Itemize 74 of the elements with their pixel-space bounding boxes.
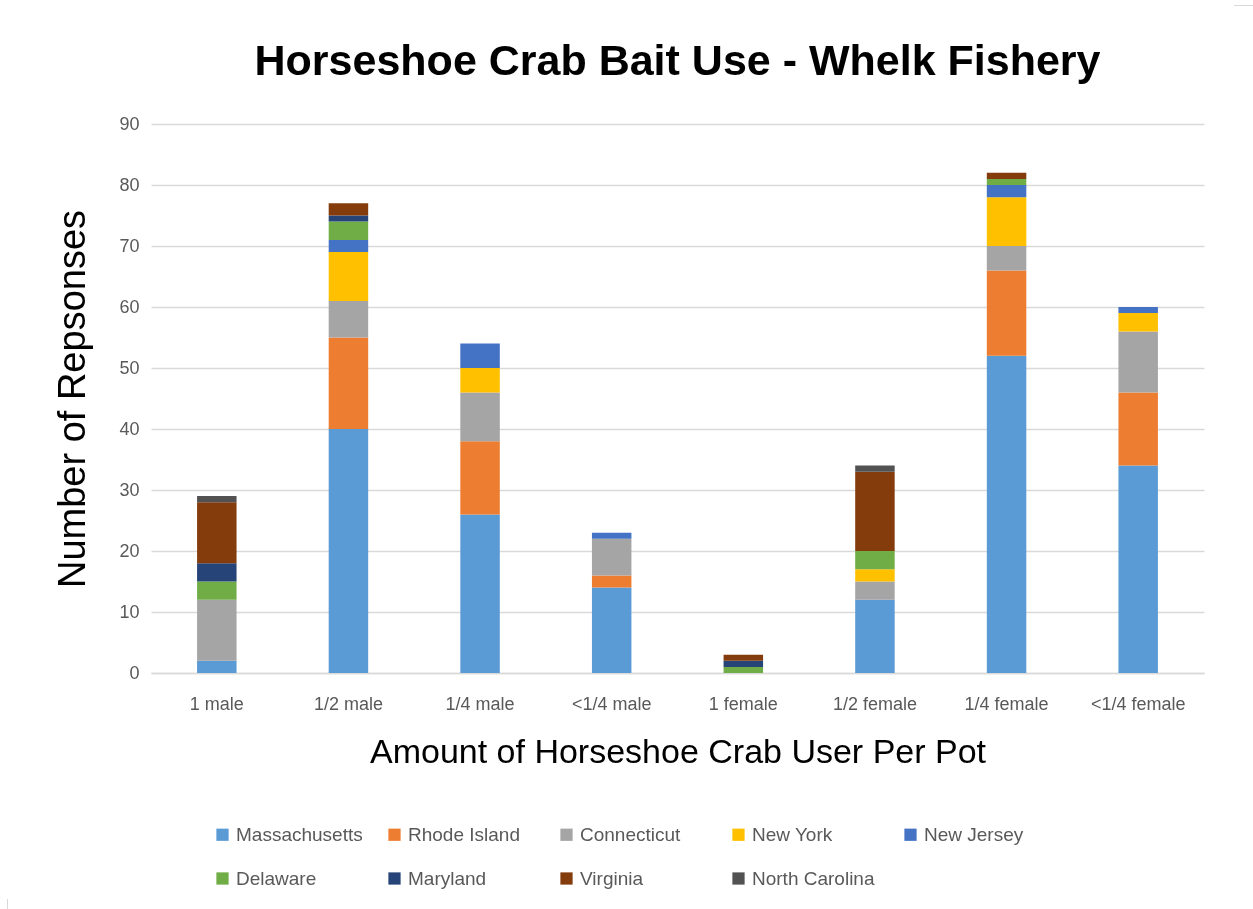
bar — [986, 172, 1027, 179]
bar — [723, 654, 764, 661]
bar — [591, 575, 632, 588]
legend-label: Massachusetts — [236, 823, 363, 845]
bar — [328, 221, 369, 240]
x-tick-label: <1/4 female — [1090, 693, 1186, 714]
bar — [1118, 313, 1158, 332]
bar — [986, 355, 1027, 673]
bar — [197, 502, 237, 564]
bar — [591, 532, 632, 539]
y-tick-label: 80 — [119, 174, 140, 195]
x-tick-label: 1/2 male — [313, 693, 383, 714]
legend-label: North Carolina — [752, 867, 875, 889]
bar — [1118, 307, 1158, 314]
bar — [328, 429, 369, 673]
y-tick-label: 90 — [119, 113, 140, 134]
bar — [986, 270, 1027, 356]
y-tick-label: 60 — [119, 296, 140, 317]
bar — [591, 587, 632, 673]
bar — [1118, 331, 1158, 393]
legend-label: New Jersey — [924, 823, 1024, 845]
bar — [1118, 392, 1158, 466]
x-tick-label: 1 male — [189, 693, 244, 714]
bar — [723, 666, 764, 673]
bar — [723, 660, 764, 667]
legend-label: Virginia — [580, 867, 644, 889]
y-tick-label: 30 — [119, 479, 140, 500]
y-tick-label: 0 — [129, 662, 140, 683]
bar — [460, 441, 500, 515]
x-tick-label: <1/4 male — [571, 693, 652, 714]
y-tick-label: 40 — [119, 418, 140, 439]
legend-label: Delaware — [236, 867, 317, 889]
bar — [197, 563, 237, 582]
bar — [986, 178, 1027, 185]
bar — [591, 538, 632, 576]
bar — [855, 551, 895, 570]
bar — [460, 368, 500, 393]
y-tick-label: 50 — [119, 357, 140, 378]
bar — [986, 197, 1027, 246]
bar — [197, 581, 237, 600]
bar — [855, 569, 895, 582]
chart-title: Horseshoe Crab Bait Use - Whelk Fishery — [254, 36, 1101, 84]
x-tick-label: 1 female — [708, 693, 778, 714]
x-tick-label: 1/4 male — [445, 693, 515, 714]
legend-label: Connecticut — [580, 823, 682, 845]
x-tick-label: 1/4 female — [964, 693, 1049, 714]
bar — [986, 246, 1027, 271]
bar — [328, 203, 369, 216]
legend-label: Rhode Island — [408, 823, 520, 845]
x-tick-label: 1/2 female — [832, 693, 917, 714]
legend-label: Maryland — [408, 867, 487, 889]
bar — [328, 215, 369, 222]
bar — [460, 392, 500, 442]
bar — [328, 239, 369, 253]
x-axis-title: Amount of Horseshoe Crab User Per Pot — [369, 731, 987, 770]
y-tick-label: 10 — [119, 601, 140, 622]
bar — [460, 514, 500, 673]
y-axis-title: Number of Repsonses — [51, 209, 94, 589]
bar — [197, 599, 237, 661]
bar — [855, 599, 895, 673]
bar — [855, 465, 895, 472]
bar — [328, 337, 369, 429]
y-tick-label: 20 — [119, 540, 140, 561]
bar — [197, 660, 237, 673]
y-tick-label: 70 — [119, 235, 140, 256]
legend-label: New York — [752, 823, 833, 845]
bar — [986, 185, 1027, 198]
bar — [197, 496, 237, 503]
bar — [328, 300, 369, 338]
bar — [855, 471, 895, 551]
bar — [328, 252, 369, 301]
bar — [460, 343, 500, 368]
bar — [1118, 465, 1158, 673]
bar — [855, 581, 895, 600]
